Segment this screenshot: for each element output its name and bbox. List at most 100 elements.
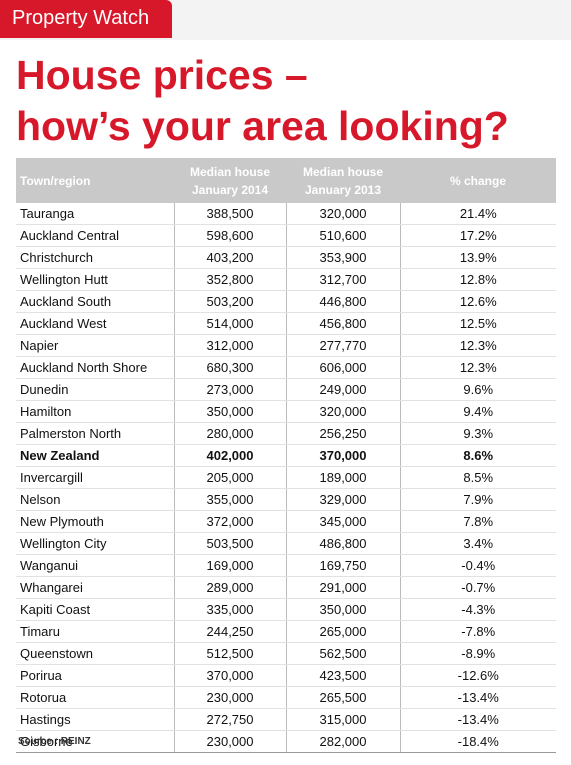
table-row: Auckland South 503,200 446,800 12.6% — [16, 290, 556, 313]
table-row: Hastings 272,750 315,000 -13.4% — [16, 708, 556, 731]
value-cell: 7.9% — [399, 488, 556, 511]
value-cell: 12.8% — [399, 268, 556, 291]
value-cell: 486,800 — [285, 532, 400, 555]
column-header: % change — [400, 158, 556, 203]
table-row: Whangarei 289,000 291,000 -0.7% — [16, 576, 556, 599]
value-cell: 265,500 — [285, 686, 400, 709]
table-row: Dunedin 273,000 249,000 9.6% — [16, 378, 556, 401]
value-cell: 456,800 — [285, 312, 400, 335]
region-cell: Timaru — [16, 620, 174, 643]
region-cell: Auckland North Shore — [16, 356, 174, 379]
value-cell: 680,300 — [173, 356, 286, 379]
value-cell: 169,750 — [285, 554, 400, 577]
value-cell: 598,600 — [173, 224, 286, 247]
value-cell: 606,000 — [285, 356, 400, 379]
value-cell: 189,000 — [285, 466, 400, 489]
value-cell: 169,000 — [173, 554, 286, 577]
table-row: Tauranga 388,500 320,000 21.4% — [16, 203, 556, 225]
value-cell: 512,500 — [173, 642, 286, 665]
table-row: Auckland North Shore 680,300 606,000 12.3% — [16, 356, 556, 379]
table-row: Nelson 355,000 329,000 7.9% — [16, 488, 556, 511]
value-cell: 3.4% — [399, 532, 556, 555]
region-cell: Auckland West — [16, 312, 174, 335]
value-cell: 503,200 — [173, 290, 286, 313]
value-cell: 353,900 — [285, 246, 400, 269]
table-row: Hamilton 350,000 320,000 9.4% — [16, 400, 556, 423]
table-row: Napier 312,000 277,770 12.3% — [16, 334, 556, 357]
value-cell: 230,000 — [173, 686, 286, 709]
region-cell: Wellington Hutt — [16, 268, 174, 291]
table-row: Palmerston North 280,000 256,250 9.3% — [16, 422, 556, 445]
region-cell: Hamilton — [16, 400, 174, 423]
value-cell: 273,000 — [173, 378, 286, 401]
region-cell: Christchurch — [16, 246, 174, 269]
region-cell: Dunedin — [16, 378, 174, 401]
column-header: Town/region — [16, 158, 174, 203]
value-cell: 256,250 — [285, 422, 400, 445]
region-cell: Kapiti Coast — [16, 598, 174, 621]
region-cell: Porirua — [16, 664, 174, 687]
table-row: Gisborne 230,000 282,000 -18.4% — [16, 730, 556, 753]
value-cell: 8.5% — [399, 466, 556, 489]
column-header-line: Median house — [302, 164, 383, 179]
value-cell: 352,800 — [173, 268, 286, 291]
region-cell: Invercargill — [16, 466, 174, 489]
column-header-line: % change — [449, 173, 506, 188]
value-cell: 350,000 — [173, 400, 286, 423]
value-cell: 402,000 — [173, 444, 286, 467]
value-cell: 335,000 — [173, 598, 286, 621]
region-cell: New Plymouth — [16, 510, 174, 533]
table-row: Wanganui 169,000 169,750 -0.4% — [16, 554, 556, 577]
region-cell: Palmerston North — [16, 422, 174, 445]
value-cell: 510,600 — [285, 224, 400, 247]
value-cell: -13.4% — [399, 708, 556, 731]
table-row: Kapiti Coast 335,000 350,000 -4.3% — [16, 598, 556, 621]
table-row: Christchurch 403,200 353,900 13.9% — [16, 246, 556, 269]
table-body: Tauranga 388,500 320,000 21.4% Auckland Cent… — [16, 203, 556, 753]
value-cell: 7.8% — [399, 510, 556, 533]
table-row: Auckland Central 598,600 510,600 17.2% — [16, 224, 556, 247]
value-cell: 370,000 — [285, 444, 400, 467]
value-cell: 272,750 — [173, 708, 286, 731]
value-cell: 355,000 — [173, 488, 286, 511]
value-cell: 329,000 — [285, 488, 400, 511]
table-row: Auckland West 514,000 456,800 12.5% — [16, 312, 556, 335]
table-row: Wellington City 503,500 486,800 3.4% — [16, 532, 556, 555]
value-cell: -7.8% — [399, 620, 556, 643]
value-cell: 320,000 — [285, 203, 400, 225]
table-row: Invercargill 205,000 189,000 8.5% — [16, 466, 556, 489]
value-cell: 446,800 — [285, 290, 400, 313]
value-cell: 282,000 — [285, 730, 400, 753]
value-cell: 277,770 — [285, 334, 400, 357]
value-cell: -12.6% — [399, 664, 556, 687]
value-cell: 562,500 — [285, 642, 400, 665]
headline: House prices – how’s your area looking? — [16, 50, 509, 152]
value-cell: 12.6% — [399, 290, 556, 313]
value-cell: 13.9% — [399, 246, 556, 269]
value-cell: 514,000 — [173, 312, 286, 335]
value-cell: 244,250 — [173, 620, 286, 643]
region-cell: New Zealand — [16, 444, 174, 467]
value-cell: 8.6% — [399, 444, 556, 467]
region-cell: Wanganui — [16, 554, 174, 577]
value-cell: 370,000 — [173, 664, 286, 687]
column-header-line: Median house — [189, 164, 270, 179]
value-cell: 205,000 — [173, 466, 286, 489]
region-cell: Tauranga — [16, 203, 174, 225]
value-cell: 372,000 — [173, 510, 286, 533]
table-row: Timaru 244,250 265,000 -7.8% — [16, 620, 556, 643]
region-cell: Gisborne — [16, 730, 174, 753]
region-cell: Queenstown — [16, 642, 174, 665]
value-cell: -0.7% — [399, 576, 556, 599]
value-cell: -18.4% — [399, 730, 556, 753]
section-tag: Property Watch — [0, 0, 172, 38]
value-cell: 12.3% — [399, 356, 556, 379]
value-cell: -0.4% — [399, 554, 556, 577]
table-row: Rotorua 230,000 265,500 -13.4% — [16, 686, 556, 709]
value-cell: 230,000 — [173, 730, 286, 753]
value-cell: 9.4% — [399, 400, 556, 423]
value-cell: 315,000 — [285, 708, 400, 731]
region-cell: Wellington City — [16, 532, 174, 555]
source-note: Source : REINZ — [18, 736, 91, 747]
